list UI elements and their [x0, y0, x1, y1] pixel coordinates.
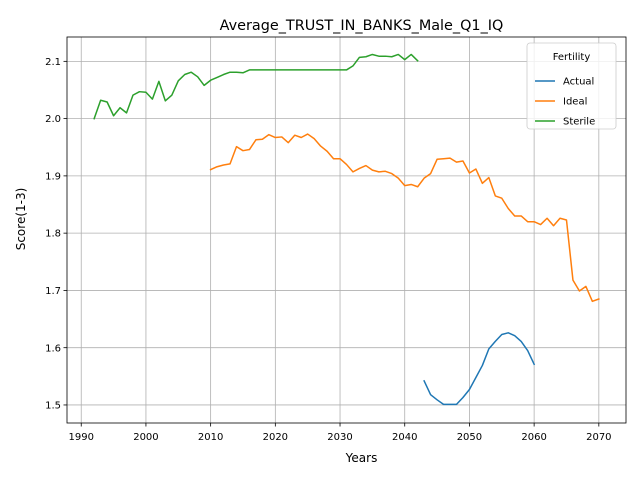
series-layer — [93, 53, 600, 406]
series-line-actual — [423, 332, 536, 406]
y-tick-label: 1.9 — [45, 171, 61, 182]
x-tick-label: 2030 — [327, 432, 352, 443]
axes-layer: 1990 2000 2010 2020 2030 2040 2050 2060 2070 1.5 1… — [45, 57, 611, 443]
y-tick-label: 1.6 — [45, 343, 61, 354]
chart-title: Average_TRUST_IN_BANKS_Male_Q1_IQ — [220, 18, 504, 34]
y-tick-label: 1.8 — [45, 229, 61, 240]
series-line-ideal — [209, 133, 600, 303]
legend-title: Fertility — [553, 52, 591, 63]
x-tick-label: 2040 — [392, 432, 417, 443]
y-tick-label: 1.5 — [45, 401, 61, 412]
x-tick-label: 2050 — [457, 432, 482, 443]
x-tick-label: 1990 — [69, 432, 94, 443]
plot-frame — [66, 36, 627, 424]
y-tick-label: 1.7 — [45, 286, 61, 297]
legend-box — [526, 42, 617, 130]
y-tick-label: 2.0 — [45, 114, 61, 125]
y-tick-label: 2.1 — [45, 57, 61, 68]
x-tick-label: 2060 — [521, 432, 546, 443]
x-tick-label: 2070 — [586, 432, 611, 443]
x-tick-label: 2020 — [263, 432, 288, 443]
legend-label-ideal: Ideal — [563, 97, 587, 108]
x-tick-label: 2000 — [133, 432, 158, 443]
legend: Fertility Actual Ideal Sterile — [526, 42, 617, 130]
legend-label-actual: Actual — [563, 77, 594, 88]
x-tick-label: 2010 — [198, 432, 223, 443]
legend-label-sterile: Sterile — [563, 117, 595, 128]
series-line-sterile — [93, 53, 419, 120]
y-axis-label: Score(1-3) — [14, 188, 28, 251]
axes-frame — [66, 36, 627, 424]
x-axis-label: Years — [345, 451, 378, 465]
